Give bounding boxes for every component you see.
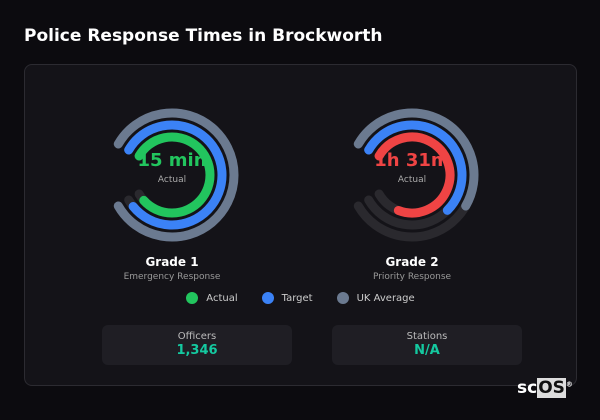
stat-officers: Officers 1,346 — [102, 325, 292, 365]
stat-stations: Stations N/A — [332, 325, 522, 365]
gauge-name: Grade 2 — [385, 255, 439, 269]
ring-actual — [134, 132, 215, 218]
legend-item-target: Target — [261, 292, 313, 304]
gauge-value-label: Actual — [157, 175, 187, 185]
ring-target — [124, 120, 227, 230]
gauge-value: 15 min — [137, 150, 207, 171]
legend-swatch — [336, 292, 349, 304]
stat-label: Stations — [406, 331, 448, 342]
stat-label: Officers — [177, 331, 217, 342]
gauge-name: Grade 1 — [145, 255, 199, 269]
ring-actual — [374, 132, 455, 218]
gauge-description: Priority Response — [372, 272, 452, 282]
response-times-card: 15 min Actual Grade 1 Emergency Response… — [24, 64, 577, 386]
gauge-grade-1: 15 min Actual Grade 1 Emergency Response — [92, 105, 252, 282]
legend-swatch — [261, 292, 274, 304]
radial-gauge — [113, 108, 239, 242]
legend-item-actual: Actual — [186, 292, 238, 304]
legend-swatch — [186, 292, 199, 304]
stat-value: 1,346 — [176, 343, 218, 358]
scos-logo: scOS® — [517, 378, 573, 398]
ring-target — [364, 120, 467, 215]
ring-uk-average — [113, 108, 239, 242]
legend: Actual Target UK Average — [25, 292, 576, 304]
gauge-value-label: Actual — [397, 175, 427, 185]
page-title: Police Response Times in Brockworth — [24, 26, 383, 46]
gauge-description: Emergency Response — [123, 272, 221, 282]
ring-uk-average — [353, 108, 479, 211]
radial-gauge — [353, 108, 479, 242]
stat-value: N/A — [414, 343, 440, 358]
gauge-grade-2: 1h 31m Actual Grade 2 Priority Response — [332, 105, 492, 282]
legend-item-uk-average: UK Average — [336, 292, 415, 304]
gauge-value: 1h 31m — [374, 150, 450, 171]
